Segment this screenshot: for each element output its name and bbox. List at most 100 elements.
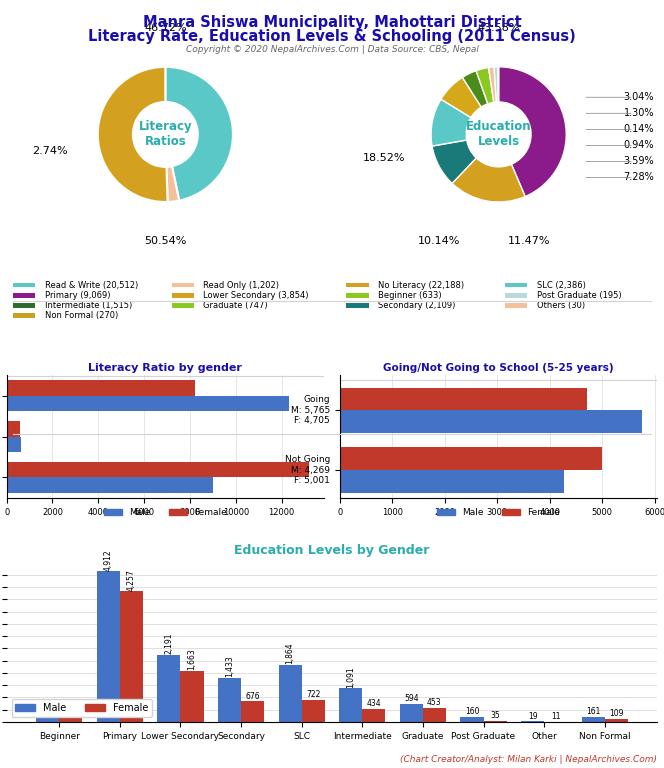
Title: Going/Not Going to School (5-25 years): Going/Not Going to School (5-25 years) — [383, 362, 614, 372]
Bar — [7, 396, 289, 412]
Bar — [218, 678, 241, 722]
FancyBboxPatch shape — [505, 283, 527, 287]
Text: 594: 594 — [404, 694, 419, 703]
Title: Literacy Ratio by gender: Literacy Ratio by gender — [88, 362, 242, 372]
Legend: Male, Female: Male, Female — [100, 505, 230, 521]
FancyBboxPatch shape — [13, 303, 35, 308]
Wedge shape — [494, 67, 499, 102]
Text: 3.04%: 3.04% — [623, 92, 654, 102]
Text: Read & Write (20,512): Read & Write (20,512) — [44, 280, 138, 290]
Wedge shape — [431, 99, 471, 146]
Wedge shape — [476, 68, 494, 104]
Text: 35: 35 — [490, 711, 500, 720]
Text: 1,091: 1,091 — [347, 666, 355, 688]
FancyBboxPatch shape — [172, 303, 194, 308]
Text: 1,864: 1,864 — [286, 643, 295, 664]
Text: 160: 160 — [465, 707, 479, 717]
Bar — [483, 721, 507, 722]
Text: 10.14%: 10.14% — [418, 236, 461, 246]
Text: 2,191: 2,191 — [165, 633, 173, 654]
FancyBboxPatch shape — [505, 303, 527, 308]
Text: 256: 256 — [64, 704, 78, 713]
Text: Education
Levels: Education Levels — [466, 121, 531, 148]
Bar — [7, 380, 195, 396]
Wedge shape — [165, 67, 233, 200]
Wedge shape — [452, 158, 525, 202]
Text: Manra Shiswa Municipality, Mahottari District: Manra Shiswa Municipality, Mahottari Dis… — [143, 15, 521, 31]
Bar — [582, 717, 605, 722]
FancyBboxPatch shape — [347, 303, 369, 308]
Text: Lower Secondary (3,854): Lower Secondary (3,854) — [203, 291, 309, 300]
Text: 46.72%: 46.72% — [144, 23, 187, 33]
Text: Intermediate (1,515): Intermediate (1,515) — [44, 301, 132, 310]
Bar — [7, 477, 212, 493]
Bar — [120, 591, 143, 722]
Wedge shape — [462, 71, 488, 107]
FancyBboxPatch shape — [505, 293, 527, 297]
Bar — [363, 709, 385, 722]
Text: 50.54%: 50.54% — [144, 236, 187, 246]
Wedge shape — [432, 140, 476, 184]
Text: 11.47%: 11.47% — [508, 236, 550, 246]
Text: No Literacy (22,188): No Literacy (22,188) — [378, 280, 464, 290]
Text: 4,912: 4,912 — [104, 549, 113, 571]
Bar — [157, 655, 181, 722]
Text: 1,433: 1,433 — [225, 656, 234, 677]
Text: Read Only (1,202): Read Only (1,202) — [203, 280, 280, 290]
Legend: Male, Female: Male, Female — [11, 700, 152, 717]
Bar — [400, 703, 423, 722]
Text: 18.52%: 18.52% — [363, 153, 406, 163]
Bar — [279, 665, 301, 722]
Bar — [241, 701, 264, 722]
Wedge shape — [499, 67, 566, 197]
Bar — [7, 437, 21, 452]
Text: 19: 19 — [528, 712, 537, 720]
FancyBboxPatch shape — [172, 283, 194, 287]
FancyBboxPatch shape — [13, 283, 35, 287]
Bar — [605, 719, 627, 722]
Bar — [97, 571, 120, 722]
Text: 1.30%: 1.30% — [623, 108, 654, 118]
Wedge shape — [489, 67, 497, 102]
Bar — [181, 671, 203, 722]
Bar — [7, 462, 309, 477]
Bar — [340, 448, 602, 470]
Text: Literacy Rate, Education Levels & Schooling (2011 Census): Literacy Rate, Education Levels & School… — [88, 29, 576, 45]
Text: 434: 434 — [367, 699, 381, 708]
Text: Literacy
Ratios: Literacy Ratios — [139, 121, 192, 148]
Text: 1,663: 1,663 — [187, 649, 197, 670]
Text: Secondary (2,109): Secondary (2,109) — [378, 301, 456, 310]
Text: Copyright © 2020 NepalArchives.Com | Data Source: CBS, Nepal: Copyright © 2020 NepalArchives.Com | Dat… — [185, 45, 479, 54]
Text: 2.74%: 2.74% — [32, 147, 67, 157]
Text: 7.28%: 7.28% — [623, 173, 654, 183]
Text: Primary (9,069): Primary (9,069) — [44, 291, 110, 300]
Text: 0.94%: 0.94% — [623, 141, 654, 151]
Bar — [339, 688, 363, 722]
Bar — [301, 700, 325, 722]
Text: 453: 453 — [427, 698, 442, 707]
Bar — [340, 388, 587, 410]
FancyBboxPatch shape — [347, 283, 369, 287]
Text: 109: 109 — [609, 709, 623, 718]
Text: Non Formal (270): Non Formal (270) — [44, 311, 118, 320]
FancyBboxPatch shape — [13, 293, 35, 297]
Text: 722: 722 — [306, 690, 321, 699]
Text: Graduate (747): Graduate (747) — [203, 301, 268, 310]
Bar — [340, 470, 564, 493]
Title: Education Levels by Gender: Education Levels by Gender — [234, 544, 430, 557]
Text: Post Graduate (195): Post Graduate (195) — [537, 291, 622, 300]
Bar — [7, 421, 19, 437]
Bar — [37, 710, 59, 722]
FancyBboxPatch shape — [172, 293, 194, 297]
Text: Others (30): Others (30) — [537, 301, 585, 310]
Text: 11: 11 — [551, 712, 560, 721]
Text: 161: 161 — [586, 707, 600, 717]
Bar — [340, 410, 642, 433]
Text: 377: 377 — [41, 700, 55, 710]
Wedge shape — [167, 166, 179, 202]
Wedge shape — [441, 78, 481, 118]
Wedge shape — [98, 67, 167, 202]
Bar — [59, 714, 82, 722]
Text: 3.59%: 3.59% — [623, 157, 654, 167]
Text: Beginner (633): Beginner (633) — [378, 291, 442, 300]
